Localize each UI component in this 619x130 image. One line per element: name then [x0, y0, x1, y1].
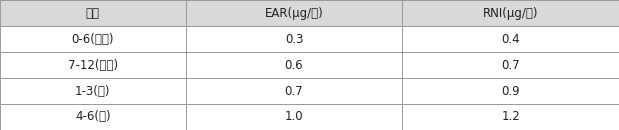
Bar	[0, 52, 186, 78]
Bar	[186, 0, 402, 26]
Bar	[0, 0, 186, 26]
Bar	[402, 0, 619, 26]
Bar	[186, 78, 402, 104]
Text: EAR(μg/일): EAR(μg/일)	[265, 6, 323, 20]
Text: 1-3(세): 1-3(세)	[75, 84, 111, 98]
Bar	[0, 104, 186, 130]
Bar	[402, 104, 619, 130]
Text: 0.6: 0.6	[285, 58, 303, 72]
Text: 0-6(개월): 0-6(개월)	[72, 32, 114, 46]
Text: 0.9: 0.9	[501, 84, 520, 98]
Bar	[186, 26, 402, 52]
Bar	[402, 78, 619, 104]
Text: 4-6(세): 4-6(세)	[75, 110, 111, 124]
Text: 연령: 연령	[86, 6, 100, 20]
Bar	[186, 52, 402, 78]
Bar	[402, 26, 619, 52]
Text: 1.2: 1.2	[501, 110, 520, 124]
Bar	[0, 26, 186, 52]
Bar	[402, 52, 619, 78]
Text: 0.7: 0.7	[285, 84, 303, 98]
Text: 0.3: 0.3	[285, 32, 303, 46]
Text: 0.7: 0.7	[501, 58, 520, 72]
Bar	[0, 78, 186, 104]
Bar	[186, 104, 402, 130]
Text: RNI(μg/일): RNI(μg/일)	[483, 6, 539, 20]
Text: 1.0: 1.0	[285, 110, 303, 124]
Text: 7-12(개월): 7-12(개월)	[68, 58, 118, 72]
Text: 0.4: 0.4	[501, 32, 520, 46]
